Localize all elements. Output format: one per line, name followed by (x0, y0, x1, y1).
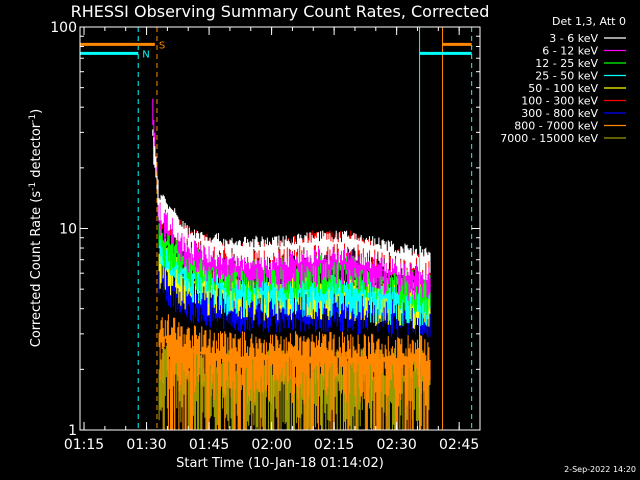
legend-label: 12 - 25 keV (535, 57, 598, 70)
x-tick-label: 02:30 (376, 437, 416, 453)
legend-label: 100 - 300 keV (521, 95, 598, 108)
x-tick-label: 02:45 (439, 437, 479, 453)
legend-label: 3 - 6 keV (549, 32, 598, 45)
y-axis-label-sup2: -1 (28, 114, 38, 123)
x-tick-label: 01:30 (126, 437, 166, 453)
legend-label: 800 - 7000 keV (514, 120, 598, 133)
legend-label: 7000 - 15000 keV (500, 132, 598, 145)
x-tick-label: 02:15 (314, 437, 354, 453)
footer-stamp: 2-Sep-2022 14:20 (564, 465, 636, 474)
data-layer (152, 98, 431, 430)
series-8-line (158, 314, 431, 430)
y-axis-label: Corrected Count Rate (s-1 detector-1) (28, 109, 44, 347)
flag-layer: SN (80, 40, 472, 60)
y-axis-label-mid: detector (29, 122, 44, 182)
axis-layer: 01:15 01:30 01:45 02:00 02:15 02:30 02:45 1 10 10… (50, 20, 481, 453)
y-tick-label: 1 (68, 423, 77, 439)
legend-label: 25 - 50 keV (535, 70, 598, 83)
x-tick-label: 02:00 (251, 437, 291, 453)
flag-label-s: S (159, 40, 165, 51)
x-tick-label: 01:15 (64, 437, 104, 453)
y-axis-label-main: Corrected Count Rate (s (29, 191, 44, 348)
flag-label-n: N (142, 49, 149, 60)
legend-label: 50 - 100 keV (528, 82, 598, 95)
legend-label: 300 - 800 keV (521, 107, 598, 120)
y-tick-label: 100 (50, 20, 77, 36)
chart-title: RHESSI Observing Summary Count Rates, Co… (71, 2, 490, 21)
x-axis-label: Start Time (10-Jan-18 01:14:02) (176, 456, 384, 471)
marker-layer (137, 27, 473, 430)
y-tick-label: 10 (59, 222, 77, 238)
y-axis-label-sup1: -1 (28, 182, 38, 191)
legend-header: Det 1,3, Att 0 (552, 15, 626, 28)
y-axis-label-tail: ) (29, 109, 44, 114)
legend-label: 6 - 12 keV (542, 45, 598, 58)
series-1-line (152, 129, 431, 281)
x-tick-label: 01:45 (189, 437, 229, 453)
